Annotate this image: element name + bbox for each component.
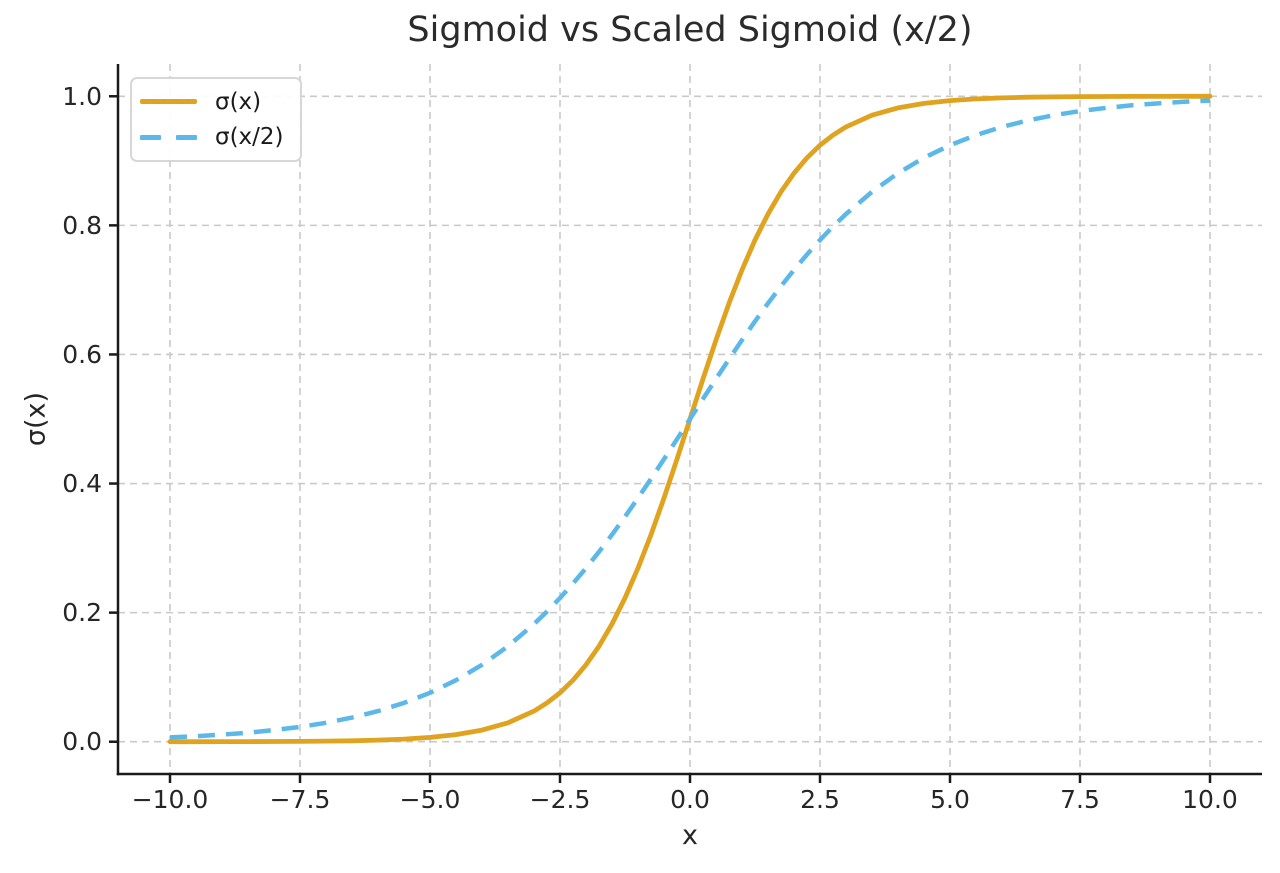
tick-label: 0.0 (62, 727, 102, 756)
legend-label: σ(x) (215, 88, 262, 115)
legend-line-solid-icon (140, 99, 197, 105)
tick-label: −5.0 (400, 785, 461, 814)
tick-label: 0.2 (62, 598, 102, 627)
legend-label: σ(x/2) (215, 124, 284, 151)
chart-title: Sigmoid vs Scaled Sigmoid (x/2) (407, 10, 973, 50)
tick-label: 0.4 (62, 469, 102, 498)
legend: σ(x) σ(x/2) (130, 77, 302, 162)
tick-label: −10.0 (132, 785, 209, 814)
x-axis-label: x (682, 820, 698, 851)
tick-label: 10.0 (1182, 785, 1238, 814)
tick-label: 1.0 (62, 82, 102, 111)
tick-label: 0.0 (670, 785, 710, 814)
tick-label: 5.0 (930, 785, 970, 814)
legend-line-dashed-icon (140, 134, 197, 140)
tick-label: 0.8 (62, 211, 102, 240)
tick-label: −7.5 (270, 785, 331, 814)
tick-label: 0.6 (62, 340, 102, 369)
legend-item-scaled-sigmoid: σ(x/2) (140, 120, 300, 154)
tick-label: 2.5 (800, 785, 840, 814)
legend-item-sigmoid: σ(x) (140, 85, 300, 119)
series-line-1 (169, 98, 1211, 740)
tick-label: −2.5 (530, 785, 591, 814)
tick-label: 7.5 (1060, 785, 1100, 814)
